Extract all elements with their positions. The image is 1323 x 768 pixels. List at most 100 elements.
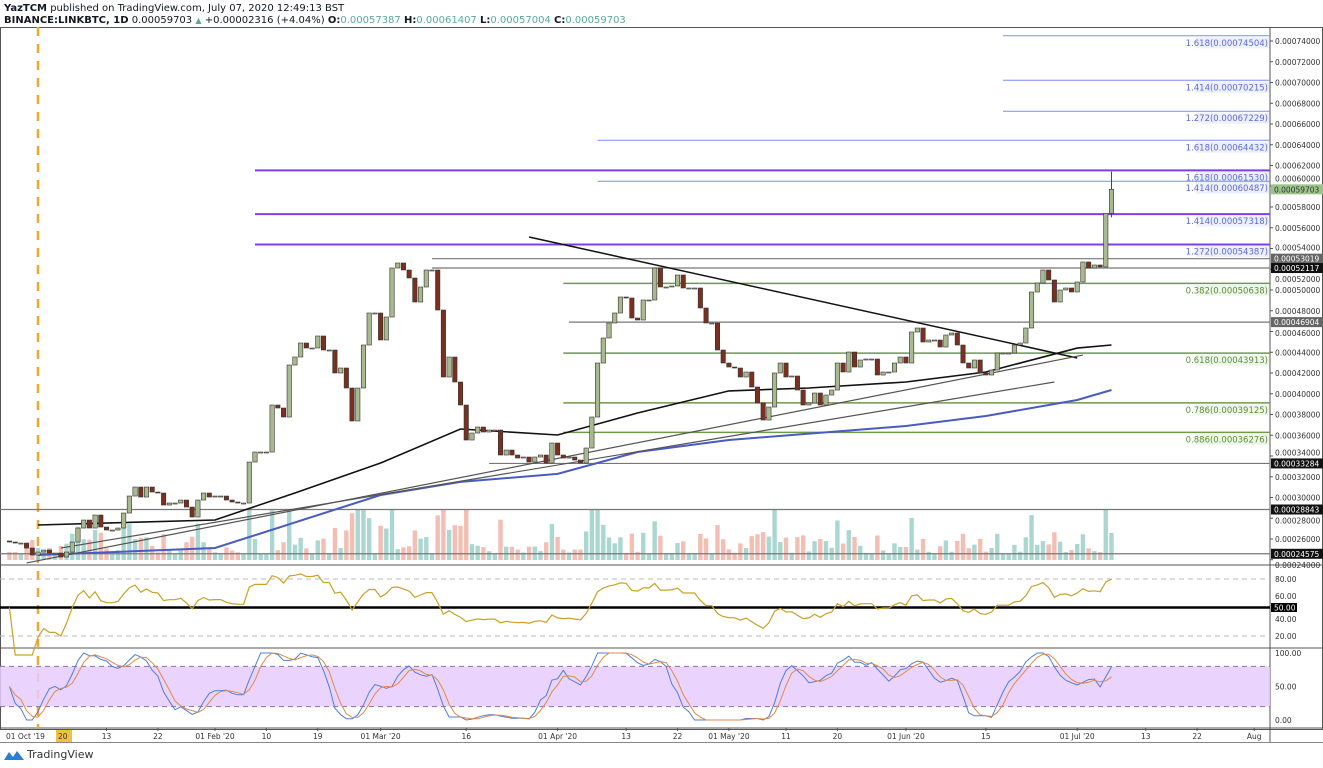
candle-body	[675, 274, 681, 287]
candle-body	[343, 367, 349, 389]
candle	[109, 529, 115, 532]
candle	[121, 512, 127, 529]
candle-body	[931, 339, 937, 342]
symbol-legend: BINANCE:LINKBTC, 1D 0.00059703 ▲ +0.0000…	[4, 15, 626, 26]
volume-bar	[846, 530, 852, 560]
candle	[98, 514, 104, 528]
volume-bar	[1109, 533, 1114, 560]
volume-bar	[1012, 544, 1017, 560]
candle-body	[606, 322, 612, 339]
volume-bar	[389, 510, 395, 560]
candle	[692, 287, 698, 290]
price-level-badge-label: 0.00053019	[1274, 255, 1320, 264]
rsi-tick-label: 60.00	[1275, 592, 1297, 601]
candle-body	[469, 432, 475, 441]
candle	[503, 449, 509, 456]
volume-bar	[686, 554, 692, 560]
volume-bar	[1075, 543, 1080, 560]
price-tick-label: 0.00070000	[1275, 79, 1321, 88]
volume-bar	[218, 554, 223, 560]
candle-body	[726, 362, 732, 368]
candle	[937, 339, 943, 348]
candle-body	[663, 286, 669, 289]
fib-label-bg	[1196, 112, 1269, 124]
candle	[606, 322, 612, 339]
candle-body	[486, 429, 492, 433]
volume-bar	[840, 543, 846, 560]
volume-bar	[675, 543, 680, 560]
candle-body	[743, 371, 749, 378]
candle	[64, 551, 70, 558]
candle	[418, 286, 424, 303]
candle-body	[206, 492, 212, 498]
candle-body	[138, 486, 144, 498]
candle	[35, 551, 41, 556]
candle	[12, 541, 18, 544]
candle-body	[943, 334, 949, 348]
candle-body	[389, 267, 395, 318]
brand-name: TradingView	[27, 748, 94, 761]
candle	[772, 372, 778, 408]
fib-level-label: 0.382(0.00050638)	[1186, 286, 1268, 296]
candle-body	[737, 367, 743, 378]
candle	[1023, 327, 1029, 344]
candle-body	[692, 287, 698, 290]
price-level-badge	[1271, 458, 1323, 469]
candle	[623, 296, 629, 299]
volume-bar	[823, 541, 829, 560]
candle	[743, 371, 749, 378]
author-name[interactable]: YazTCM	[4, 3, 48, 14]
volume-bar	[469, 544, 475, 560]
volume-bar	[606, 537, 612, 560]
candle	[1069, 287, 1075, 293]
candle-body	[149, 486, 155, 493]
candle	[480, 426, 486, 433]
candle-body	[235, 501, 241, 504]
price-level-badge-label: 0.00028843	[1274, 506, 1320, 515]
candle	[714, 322, 720, 351]
stoch-tick-label: 0.00	[1275, 716, 1292, 725]
candle	[6, 540, 12, 543]
volume-bar	[800, 535, 806, 560]
candle-body	[86, 519, 92, 529]
fib-label-bg	[1196, 404, 1269, 416]
candle-body	[817, 392, 823, 406]
candle	[897, 356, 903, 364]
volume-bar	[618, 537, 623, 560]
volume-bar	[623, 552, 629, 560]
candle-body	[452, 356, 458, 383]
candle	[1074, 281, 1080, 293]
fib-label-bg	[1196, 141, 1269, 153]
candle-body	[914, 327, 920, 333]
candle-body	[1074, 281, 1080, 293]
candle-body	[1080, 261, 1086, 283]
candle	[857, 359, 863, 368]
candle-body	[418, 286, 424, 303]
volume-bar	[1040, 541, 1046, 560]
volume-bar	[995, 533, 1000, 560]
fib-label-bg	[1196, 171, 1269, 183]
candle	[766, 406, 772, 421]
candle-body	[566, 456, 572, 459]
candle-body	[281, 407, 287, 418]
candle-body	[429, 269, 435, 272]
candle	[366, 312, 372, 346]
candle	[543, 454, 549, 464]
candle-body	[1046, 269, 1052, 281]
candle-body	[537, 454, 543, 458]
tradingview-brand[interactable]: TradingView	[4, 748, 93, 761]
volume-bar	[1092, 551, 1097, 560]
candle	[115, 527, 121, 531]
candle-body	[555, 442, 561, 456]
fib-label-bg	[1196, 37, 1269, 49]
volume-bar	[635, 551, 640, 560]
candle-body	[852, 351, 858, 368]
candle-body	[115, 527, 121, 531]
symbol-name[interactable]: BINANCE:LINKBTC, 1D	[4, 15, 129, 26]
candle-body	[926, 339, 932, 343]
price-level-badge-label: 0.00046904	[1274, 318, 1320, 327]
candle	[286, 364, 292, 418]
candle-body	[714, 322, 720, 351]
price-chart[interactable]: 1.618(0.00074504) 1.414(0.00070215) 1.272(…	[0, 27, 1323, 743]
time-tick-label: 01 Jun '20	[887, 732, 925, 741]
